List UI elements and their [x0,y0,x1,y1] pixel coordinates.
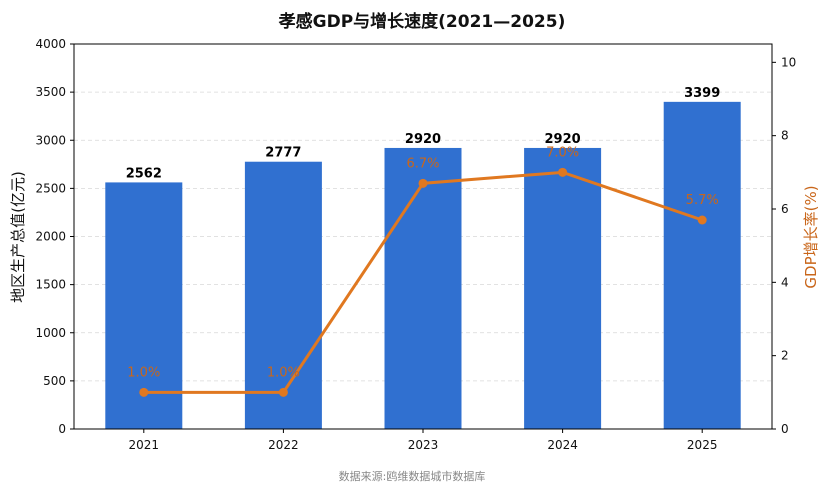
bar-value-label: 2920 [405,132,441,147]
y-tick-label-right: 2 [781,349,789,363]
y-tick-label-left: 1500 [35,278,66,292]
bar-value-label: 3399 [684,86,720,101]
y-tick-label-left: 0 [58,422,66,436]
bar [244,161,322,429]
y-tick-label-right: 8 [781,129,789,143]
y-tick-label-right: 6 [781,202,789,216]
y-tick-label-left: 3000 [35,133,66,147]
y-axis-label-right: GDP增长率(%) [802,185,820,288]
x-tick-label: 2021 [129,438,160,452]
y-tick-label-right: 10 [781,55,796,69]
growth-rate-point [418,178,428,188]
growth-rate-point [558,167,568,177]
y-tick-label-left: 4000 [35,37,66,51]
x-tick-label: 2025 [687,438,718,452]
line-series [139,167,707,397]
y-tick-label-left: 1000 [35,326,66,340]
bar-value-label: 2920 [545,132,581,147]
growth-rate-label: 7.0% [546,145,579,160]
bar-value-label: 2777 [265,146,301,161]
x-tick-label: 2023 [408,438,439,452]
growth-rate-point [278,387,288,397]
y-tick-label-left: 500 [43,374,66,388]
y-tick-label-right: 4 [781,275,789,289]
x-tick-label: 2024 [547,438,578,452]
bar-value-label: 2562 [126,166,162,181]
growth-rate-label: 1.0% [267,365,300,380]
y-tick-label-left: 2000 [35,230,66,244]
bar [524,147,602,429]
bar-series [105,101,741,429]
x-tick-label: 2022 [268,438,299,452]
growth-rate-label: 1.0% [127,365,160,380]
bar [384,147,462,429]
chart-title: 孝感GDP与增长速度(2021—2025) [279,11,566,32]
growth-rate-label: 6.7% [406,156,439,171]
data-labels: 2562 2777 2920 2920 3399 1.0% 1.0% 6.7% 7.0% 5.7% [126,86,721,380]
y-tick-label-left: 3500 [35,85,66,99]
source-note: 数据来源:鸥维数据城市数据库 [339,469,486,483]
y-tick-label-right: 0 [781,422,789,436]
growth-rate-point [139,387,149,397]
bar [663,101,741,429]
growth-rate-label: 5.7% [686,193,719,208]
axes: 0 500 1000 1500 2000 2500 3000 3500 4000 0 2 4 6 8 10 2… [35,37,796,452]
y-axis-label-left: 地区生产总值(亿元) [9,171,27,303]
y-tick-label-left: 2500 [35,181,66,195]
growth-rate-point [697,215,707,225]
